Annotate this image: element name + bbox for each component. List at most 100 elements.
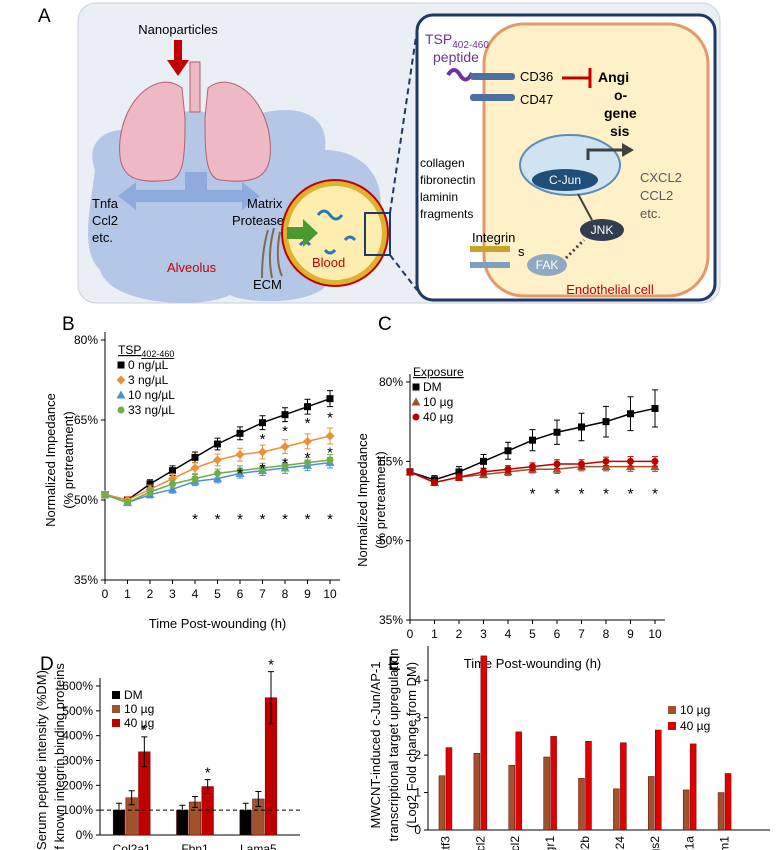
label: Integrin [472, 230, 515, 245]
marker [406, 468, 414, 476]
x-tick-label: Ptgs2 [648, 836, 662, 850]
marker [214, 440, 221, 448]
bar [717, 792, 725, 831]
legend-label: 40 µg [124, 716, 154, 730]
annotation: * [305, 415, 311, 432]
annotation: * [282, 455, 288, 472]
x-tick-label: 10 [648, 627, 662, 641]
y-tick-label: 0 [414, 823, 421, 837]
bar [655, 729, 662, 831]
marker [236, 429, 244, 437]
panel-label: E [388, 654, 401, 675]
annotation: * [327, 410, 333, 427]
marker [190, 463, 200, 473]
panel-label: D [40, 654, 54, 675]
y-tick-label: 80% [74, 333, 98, 347]
marker [552, 464, 562, 473]
ecm-fibers [261, 227, 283, 279]
marker [124, 499, 131, 507]
legend-label: 0 ng/µL [128, 358, 169, 372]
x-tick-label: 2 [147, 587, 154, 601]
legend-title: TSP402-460 [118, 343, 174, 359]
marker [529, 463, 536, 471]
y-tick-label: 80% [379, 375, 403, 389]
x-tick-label: 4 [192, 587, 199, 601]
label: CCL2 [640, 188, 673, 203]
y-axis-label: Serum peptide intensity (%DM) [34, 670, 49, 850]
marker [325, 431, 335, 441]
panel-label: C [378, 314, 392, 335]
annotation: * [603, 485, 609, 502]
label: C-Jun [549, 173, 581, 187]
marker [146, 480, 154, 488]
marker [651, 404, 659, 412]
legend-swatch [112, 691, 120, 699]
marker [326, 395, 334, 403]
marker [304, 459, 311, 467]
peptides [298, 209, 357, 255]
integrin [470, 262, 510, 268]
legend-label: 40 µg [423, 410, 453, 424]
label: Proteases [232, 213, 291, 228]
marker [455, 468, 463, 476]
x-tick-label: Vcam1 [718, 836, 732, 850]
y-tick-label: 0% [76, 828, 94, 842]
annotation: * [327, 511, 333, 528]
arrow [622, 143, 634, 157]
zoom-box [364, 212, 391, 256]
marker [627, 410, 634, 418]
annotation: * [282, 423, 288, 440]
marker [214, 469, 221, 477]
label: gene [604, 105, 637, 121]
marker [213, 455, 222, 465]
receptor [470, 73, 515, 80]
c-jun [532, 169, 598, 191]
legend-label: 10 µg [423, 395, 453, 409]
bar [508, 764, 515, 831]
annotation: * [260, 460, 266, 477]
y-tick-label: 500% [62, 704, 93, 718]
label: FAK [536, 258, 559, 272]
legend-title: Exposure [413, 365, 464, 379]
x-tick-label: Egr1 [543, 836, 557, 850]
y-tick-label: 35% [379, 613, 403, 627]
y-axis-label: (% pretreatment) [373, 451, 388, 549]
error-bar [116, 802, 122, 818]
label: Matrix [247, 196, 283, 211]
x-tick-label: 8 [603, 627, 610, 641]
x-tick-label: 6 [237, 587, 244, 601]
annotation: * [141, 722, 147, 739]
legend-label: 3 ng/µL [128, 373, 169, 387]
annotation: * [305, 450, 311, 467]
x-tick-label: Cxcl2 [508, 836, 522, 850]
x-tick-label: Col2a1 [113, 842, 151, 850]
marker [455, 473, 463, 481]
y-tick-label: 65% [74, 413, 98, 427]
legend-title: TSP [118, 343, 141, 357]
marker [304, 403, 311, 411]
annotation: * [205, 765, 211, 782]
y-tick-label: 200% [62, 778, 93, 792]
bar [648, 776, 655, 831]
label: CXCL2 [640, 170, 682, 185]
label: Nanoparticles [138, 22, 218, 37]
marker [258, 447, 267, 457]
arrow [185, 172, 207, 192]
error-bar [192, 796, 198, 808]
x-tick-label: Fbn1 [181, 842, 209, 850]
label: sis [610, 123, 630, 139]
marker [281, 461, 289, 469]
label: TSP [425, 31, 452, 47]
label: fragments [420, 207, 473, 221]
x-tick-label: Ifi202b [578, 836, 592, 850]
marker [169, 480, 176, 488]
bar [550, 736, 557, 831]
marker [168, 484, 177, 493]
error-bar [204, 779, 211, 795]
marker [116, 390, 126, 399]
annotation: * [192, 511, 198, 528]
error-bar [268, 671, 274, 725]
label: s [518, 244, 525, 259]
marker [412, 383, 420, 391]
x-tick-label: 10 [323, 587, 337, 601]
